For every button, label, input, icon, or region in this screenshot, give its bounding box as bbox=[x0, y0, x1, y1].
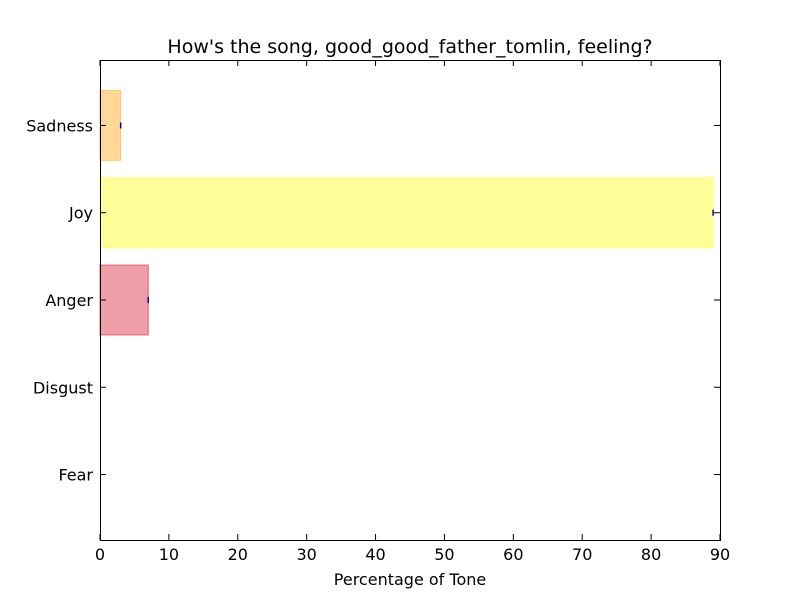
x-tick-label: 30 bbox=[296, 545, 316, 564]
x-tick-label: 60 bbox=[503, 545, 523, 564]
y-tick-label: Fear bbox=[58, 466, 93, 485]
x-tick-label: 50 bbox=[434, 545, 454, 564]
x-tick-label: 70 bbox=[572, 545, 592, 564]
chart-title: How's the song, good_good_father_tomlin,… bbox=[167, 36, 652, 58]
x-tick-label: 0 bbox=[95, 545, 105, 564]
x-axis: 0 10 20 30 40 50 60 70 80 90 bbox=[95, 60, 730, 564]
x-axis-label: Percentage of Tone bbox=[334, 570, 486, 589]
y-tick-label: Anger bbox=[45, 291, 93, 310]
bar-anger bbox=[99, 264, 149, 336]
y-tick-label: Joy bbox=[68, 204, 93, 223]
x-tick-label: 10 bbox=[159, 545, 179, 564]
y-tick-label: Sadness bbox=[26, 116, 93, 135]
x-tick-label: 20 bbox=[228, 545, 248, 564]
bars-group bbox=[99, 90, 714, 336]
y-axis: Fear Disgust Anger Joy Sadness bbox=[26, 116, 720, 485]
x-tick-label: 90 bbox=[710, 545, 730, 564]
y-tick-label: Disgust bbox=[33, 378, 93, 397]
bar-joy bbox=[99, 177, 714, 249]
x-tick-label: 80 bbox=[641, 545, 661, 564]
plot-frame bbox=[100, 60, 721, 541]
x-tick-label: 40 bbox=[365, 545, 385, 564]
